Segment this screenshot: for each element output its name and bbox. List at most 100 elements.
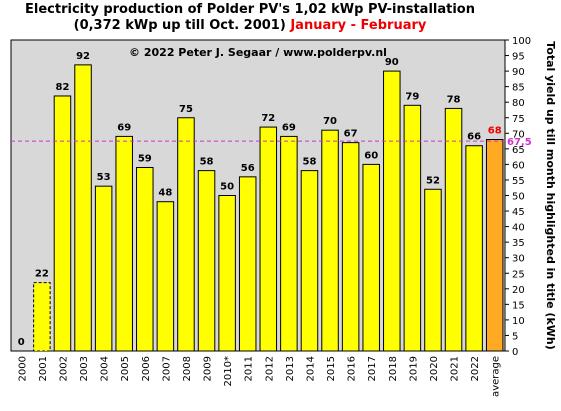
data-label: 72 bbox=[261, 113, 275, 124]
x-tick-label: 2017 bbox=[367, 356, 378, 381]
bar bbox=[53, 95, 72, 352]
y-tick-label: 15 bbox=[512, 300, 525, 311]
data-label: 68 bbox=[488, 126, 502, 137]
bar bbox=[136, 167, 154, 352]
y-tick-label: 10 bbox=[512, 316, 525, 327]
x-tick-label: 2008 bbox=[182, 356, 193, 381]
x-tick-label: 2005 bbox=[120, 356, 131, 381]
bar bbox=[238, 176, 257, 352]
x-tick-label: 2002 bbox=[58, 356, 69, 381]
x-tick-label: 2014 bbox=[305, 356, 316, 381]
y-tick-label: 80 bbox=[512, 98, 525, 109]
bar bbox=[485, 139, 504, 352]
y-tick-label: 85 bbox=[512, 83, 525, 94]
bar bbox=[280, 135, 298, 352]
x-tick-label: 2004 bbox=[100, 356, 111, 381]
bar bbox=[465, 145, 483, 352]
bar bbox=[424, 188, 442, 352]
x-tick-label: 2015 bbox=[326, 356, 337, 381]
x-tick-label: 2019 bbox=[408, 356, 419, 381]
bar bbox=[177, 117, 195, 352]
y-axis-title: Total yield up till month highlighted in… bbox=[544, 41, 557, 350]
y-tick-label: 30 bbox=[512, 254, 525, 265]
y-tick-label: 35 bbox=[512, 238, 525, 249]
data-label: 52 bbox=[426, 175, 440, 186]
title-line-2: (0,372 kWp up till Oct. 2001) January - … bbox=[0, 18, 500, 34]
bar bbox=[444, 107, 463, 352]
x-tick-label: 2001 bbox=[38, 356, 49, 381]
x-tick-label: 2000 bbox=[17, 356, 28, 381]
y-tick-label: 65 bbox=[512, 145, 525, 156]
y-tick-label: 55 bbox=[512, 176, 525, 187]
bar bbox=[403, 104, 422, 352]
x-tick-label: 2018 bbox=[388, 356, 399, 381]
data-label: 69 bbox=[117, 122, 131, 133]
data-label: 60 bbox=[364, 150, 378, 161]
data-label: 79 bbox=[405, 91, 419, 102]
data-label: 58 bbox=[302, 157, 316, 168]
bar bbox=[74, 64, 92, 352]
data-label: 70 bbox=[323, 116, 337, 127]
data-label: 69 bbox=[282, 122, 296, 133]
y-tick-label: 95 bbox=[512, 52, 525, 63]
average-line-label: 67,5 bbox=[507, 137, 532, 148]
data-label: 92 bbox=[76, 51, 90, 62]
y-tick-label: 45 bbox=[512, 207, 525, 218]
data-label: 90 bbox=[385, 57, 399, 68]
x-tick-label: 2003 bbox=[79, 356, 90, 381]
y-tick-label: 100 bbox=[512, 36, 531, 47]
data-label: 66 bbox=[467, 132, 481, 143]
title-subtitle: (0,372 kWp up till Oct. 2001) bbox=[73, 18, 286, 33]
bar bbox=[94, 185, 113, 352]
data-label: 22 bbox=[35, 269, 49, 280]
x-tick-label: 2006 bbox=[141, 356, 152, 381]
plot-area bbox=[10, 39, 506, 352]
data-label: 82 bbox=[55, 82, 69, 93]
data-label: 59 bbox=[138, 154, 152, 165]
data-label: 56 bbox=[241, 163, 255, 174]
data-label: 78 bbox=[447, 94, 461, 105]
bar bbox=[218, 195, 236, 352]
data-label: 75 bbox=[179, 104, 193, 115]
bar bbox=[156, 201, 175, 352]
y-tick-label: 5 bbox=[512, 331, 518, 342]
x-tick-label: 2009 bbox=[203, 356, 214, 381]
bar bbox=[197, 170, 216, 352]
bar bbox=[321, 129, 339, 352]
y-tick-label: 75 bbox=[512, 114, 525, 125]
x-tick-label: 2013 bbox=[285, 356, 296, 381]
bar bbox=[115, 135, 133, 352]
bar bbox=[341, 142, 360, 352]
chart-title: Electricity production of Polder PV's 1,… bbox=[0, 2, 500, 34]
x-tick-label: average bbox=[491, 356, 502, 397]
y-tick-label: 90 bbox=[512, 67, 525, 78]
x-tick-label: 2022 bbox=[470, 356, 481, 381]
bar bbox=[259, 126, 278, 352]
x-tick-label: 2011 bbox=[244, 356, 255, 381]
y-tick-label: 20 bbox=[512, 285, 525, 296]
y-tick-label: 60 bbox=[512, 160, 525, 171]
bar bbox=[300, 170, 319, 352]
bar bbox=[33, 282, 51, 352]
x-tick-label: 2016 bbox=[347, 356, 358, 381]
bar bbox=[383, 70, 401, 352]
data-label: 50 bbox=[220, 182, 234, 193]
y-tick-label: 50 bbox=[512, 192, 525, 203]
data-label: 53 bbox=[97, 172, 111, 183]
x-tick-label: 2007 bbox=[161, 356, 172, 381]
bar bbox=[362, 163, 380, 352]
y-tick-label: 25 bbox=[512, 269, 525, 280]
data-label: 67 bbox=[344, 129, 358, 140]
y-tick-label: 70 bbox=[512, 129, 525, 140]
data-label: 58 bbox=[200, 157, 214, 168]
title-period: January - February bbox=[290, 18, 427, 33]
y-tick-label: 40 bbox=[512, 223, 525, 234]
data-label: 0 bbox=[18, 337, 25, 348]
data-label: 48 bbox=[158, 188, 172, 199]
x-tick-label: 2021 bbox=[450, 356, 461, 381]
x-tick-label: 2012 bbox=[264, 356, 275, 381]
y-tick-label: 0 bbox=[512, 347, 518, 358]
x-tick-label: 2020 bbox=[429, 356, 440, 381]
